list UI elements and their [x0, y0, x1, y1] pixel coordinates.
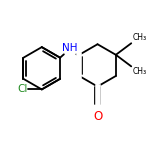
Text: O: O: [93, 110, 102, 123]
Text: NH: NH: [62, 43, 77, 53]
Text: CH₃: CH₃: [132, 67, 146, 76]
Text: CH₃: CH₃: [132, 33, 146, 42]
Text: Cl: Cl: [17, 84, 27, 94]
